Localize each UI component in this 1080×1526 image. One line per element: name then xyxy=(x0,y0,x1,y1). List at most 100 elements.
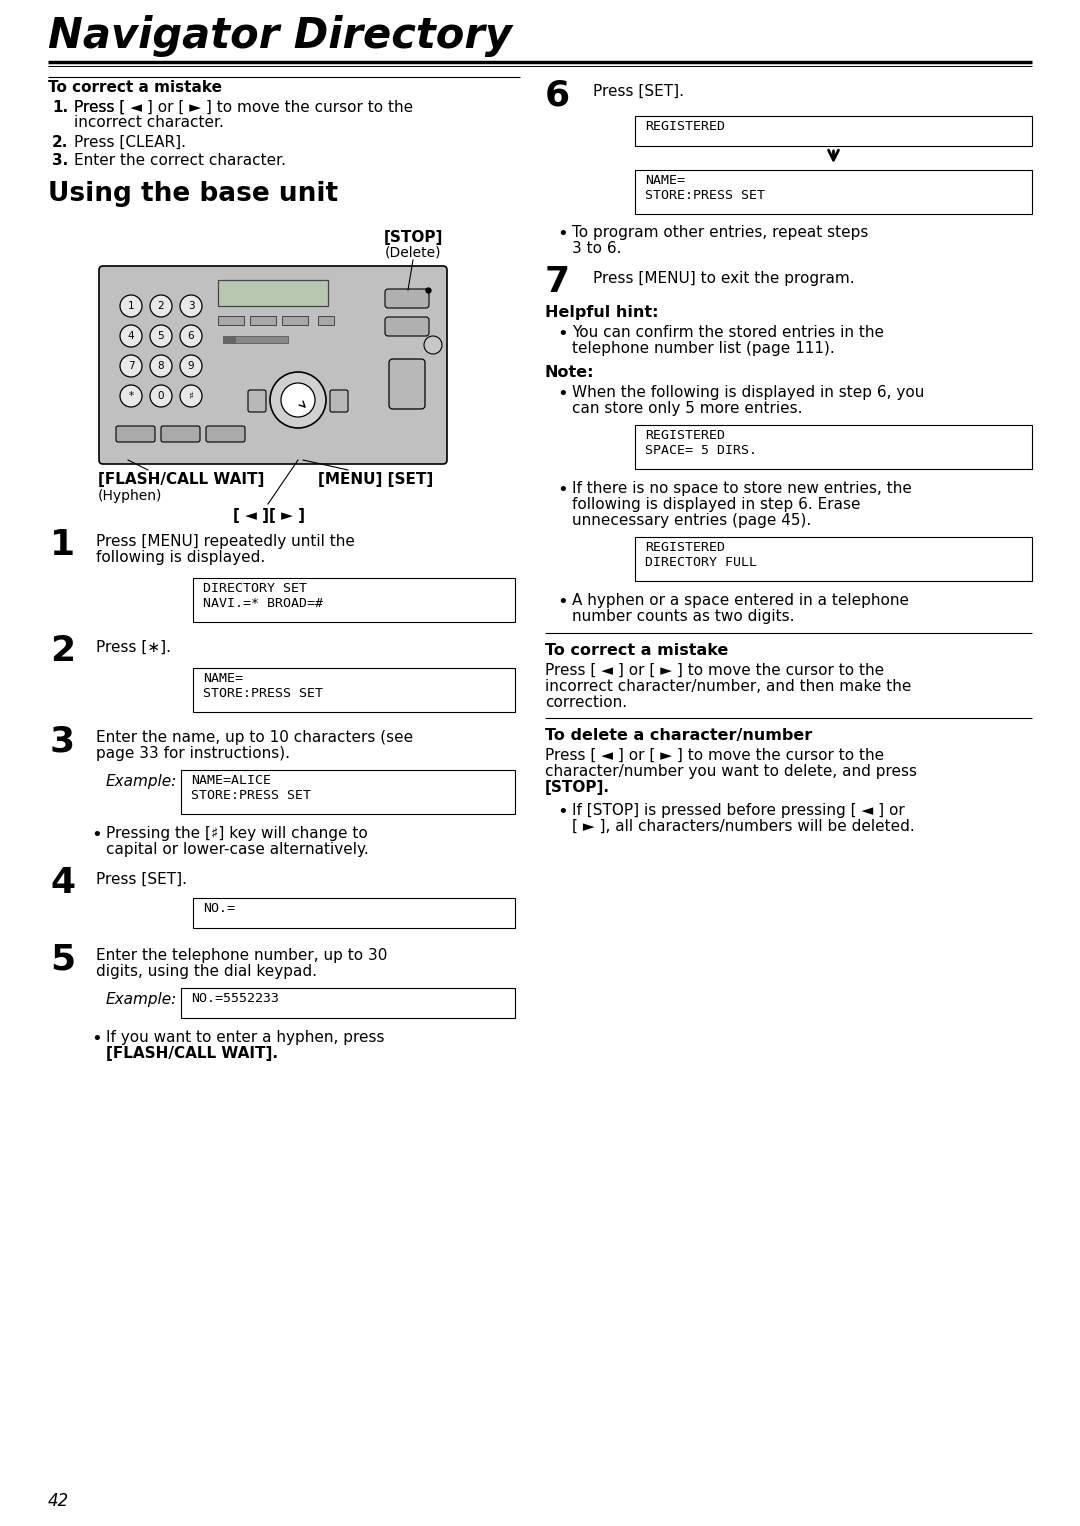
Text: NAME=
STORE:PRESS SET: NAME= STORE:PRESS SET xyxy=(203,671,323,700)
Text: *: * xyxy=(129,391,134,401)
Text: Press [ ◄ ] or [ ► ] to move the cursor to the: Press [ ◄ ] or [ ► ] to move the cursor … xyxy=(545,748,885,763)
Text: Using the base unit: Using the base unit xyxy=(48,182,338,208)
Circle shape xyxy=(150,295,172,317)
Text: 3.: 3. xyxy=(52,153,68,168)
Text: [ ◄ ][ ► ]: [ ◄ ][ ► ] xyxy=(233,508,305,523)
Bar xyxy=(282,316,308,325)
Text: NAME=ALICE
STORE:PRESS SET: NAME=ALICE STORE:PRESS SET xyxy=(191,774,311,803)
Text: 5: 5 xyxy=(50,942,76,977)
Circle shape xyxy=(270,372,326,427)
Text: 2: 2 xyxy=(50,633,76,668)
Text: •: • xyxy=(557,594,568,610)
Text: If [STOP] is pressed before pressing [ ◄ ] or: If [STOP] is pressed before pressing [ ◄… xyxy=(572,803,905,818)
Bar xyxy=(318,316,334,325)
Circle shape xyxy=(150,356,172,377)
Text: 2: 2 xyxy=(158,301,164,311)
Text: •: • xyxy=(557,224,568,243)
Text: 3: 3 xyxy=(50,723,76,758)
Text: To delete a character/number: To delete a character/number xyxy=(545,728,812,743)
Text: page 33 for instructions).: page 33 for instructions). xyxy=(96,746,291,761)
Text: •: • xyxy=(557,385,568,403)
Text: Helpful hint:: Helpful hint: xyxy=(545,305,659,320)
Text: Press [SET].: Press [SET]. xyxy=(96,871,187,887)
Text: Pressing the [♯] key will change to: Pressing the [♯] key will change to xyxy=(106,826,368,841)
Text: can store only 5 more entries.: can store only 5 more entries. xyxy=(572,401,802,417)
Text: REGISTERED
SPACE= 5 DIRS.: REGISTERED SPACE= 5 DIRS. xyxy=(645,429,757,456)
Circle shape xyxy=(424,336,442,354)
Text: To correct a mistake: To correct a mistake xyxy=(48,79,222,95)
Text: •: • xyxy=(557,325,568,343)
Text: Enter the correct character.: Enter the correct character. xyxy=(75,153,286,168)
Text: NO.=5552233: NO.=5552233 xyxy=(191,992,279,1006)
Text: digits, using the dial keypad.: digits, using the dial keypad. xyxy=(96,964,318,980)
Text: If you want to enter a hyphen, press: If you want to enter a hyphen, press xyxy=(106,1030,384,1045)
Text: 6: 6 xyxy=(545,78,570,111)
Text: [STOP]: [STOP] xyxy=(383,230,443,246)
Text: following is displayed.: following is displayed. xyxy=(96,549,266,565)
Text: 2.: 2. xyxy=(52,134,68,150)
Text: Navigator Directory: Navigator Directory xyxy=(48,15,512,56)
Text: unnecessary entries (page 45).: unnecessary entries (page 45). xyxy=(572,513,811,528)
FancyBboxPatch shape xyxy=(99,266,447,464)
FancyBboxPatch shape xyxy=(384,317,429,336)
Circle shape xyxy=(120,385,141,407)
FancyBboxPatch shape xyxy=(116,426,156,443)
FancyBboxPatch shape xyxy=(248,391,266,412)
Bar xyxy=(635,426,1032,468)
Text: incorrect character/number, and then make the: incorrect character/number, and then mak… xyxy=(545,679,912,694)
Circle shape xyxy=(120,325,141,346)
Text: Enter the telephone number, up to 30: Enter the telephone number, up to 30 xyxy=(96,948,388,963)
Text: Example:: Example: xyxy=(106,992,177,1007)
Text: Note:: Note: xyxy=(545,365,594,380)
Bar xyxy=(222,336,288,343)
FancyBboxPatch shape xyxy=(161,426,200,443)
Text: [MENU] [SET]: [MENU] [SET] xyxy=(318,472,433,487)
Text: 1: 1 xyxy=(127,301,134,311)
Circle shape xyxy=(281,383,315,417)
Text: [FLASH/CALL WAIT]: [FLASH/CALL WAIT] xyxy=(98,472,265,487)
Text: REGISTERED: REGISTERED xyxy=(645,121,725,133)
Text: Press [ ◄ ] or [ ► ] to move the cursor to the: Press [ ◄ ] or [ ► ] to move the cursor … xyxy=(545,662,885,678)
Bar xyxy=(635,537,1032,581)
Text: Press [∗].: Press [∗]. xyxy=(96,639,171,655)
Text: NO.=: NO.= xyxy=(203,902,235,916)
Bar xyxy=(181,771,515,813)
Text: number counts as two digits.: number counts as two digits. xyxy=(572,609,795,624)
Text: 6: 6 xyxy=(188,331,194,340)
Text: 5: 5 xyxy=(158,331,164,340)
Bar xyxy=(193,668,515,713)
Text: REGISTERED
DIRECTORY FULL: REGISTERED DIRECTORY FULL xyxy=(645,542,757,569)
Text: Press [CLEAR].: Press [CLEAR]. xyxy=(75,134,186,150)
Bar xyxy=(635,116,1032,146)
Bar xyxy=(181,987,515,1018)
Text: 3: 3 xyxy=(188,301,194,311)
Text: 9: 9 xyxy=(188,362,194,371)
Text: Press [MENU] repeatedly until the: Press [MENU] repeatedly until the xyxy=(96,534,355,549)
Text: character/number you want to delete, and press: character/number you want to delete, and… xyxy=(545,765,917,778)
Text: 7: 7 xyxy=(545,266,570,299)
Text: When the following is displayed in step 6, you: When the following is displayed in step … xyxy=(572,385,924,400)
Circle shape xyxy=(150,385,172,407)
Text: 3 to 6.: 3 to 6. xyxy=(572,241,621,256)
Text: [STOP].: [STOP]. xyxy=(545,780,610,795)
Text: A hyphen or a space entered in a telephone: A hyphen or a space entered in a telepho… xyxy=(572,594,909,607)
Text: following is displayed in step 6. Erase: following is displayed in step 6. Erase xyxy=(572,497,861,513)
Text: 1: 1 xyxy=(50,528,76,562)
Text: •: • xyxy=(91,826,102,844)
Text: Enter the name, up to 10 characters (see: Enter the name, up to 10 characters (see xyxy=(96,729,414,745)
Text: NAME=
STORE:PRESS SET: NAME= STORE:PRESS SET xyxy=(645,174,765,201)
Bar xyxy=(193,578,515,623)
Text: [FLASH/CALL WAIT].: [FLASH/CALL WAIT]. xyxy=(106,1045,278,1061)
Circle shape xyxy=(120,295,141,317)
Text: capital or lower-case alternatively.: capital or lower-case alternatively. xyxy=(106,842,368,858)
Text: [ ► ], all characters/numbers will be deleted.: [ ► ], all characters/numbers will be de… xyxy=(572,819,915,835)
Text: Example:: Example: xyxy=(106,774,177,789)
Text: 0: 0 xyxy=(158,391,164,401)
Text: Press [MENU] to exit the program.: Press [MENU] to exit the program. xyxy=(593,272,854,285)
Text: Press [ ◄ ] or [ ► ] to move the cursor to the: Press [ ◄ ] or [ ► ] to move the cursor … xyxy=(75,101,414,114)
Text: (Delete): (Delete) xyxy=(384,246,442,259)
Text: 1.: 1. xyxy=(52,101,68,114)
Text: ♯: ♯ xyxy=(189,391,193,401)
Circle shape xyxy=(180,295,202,317)
Circle shape xyxy=(180,325,202,346)
